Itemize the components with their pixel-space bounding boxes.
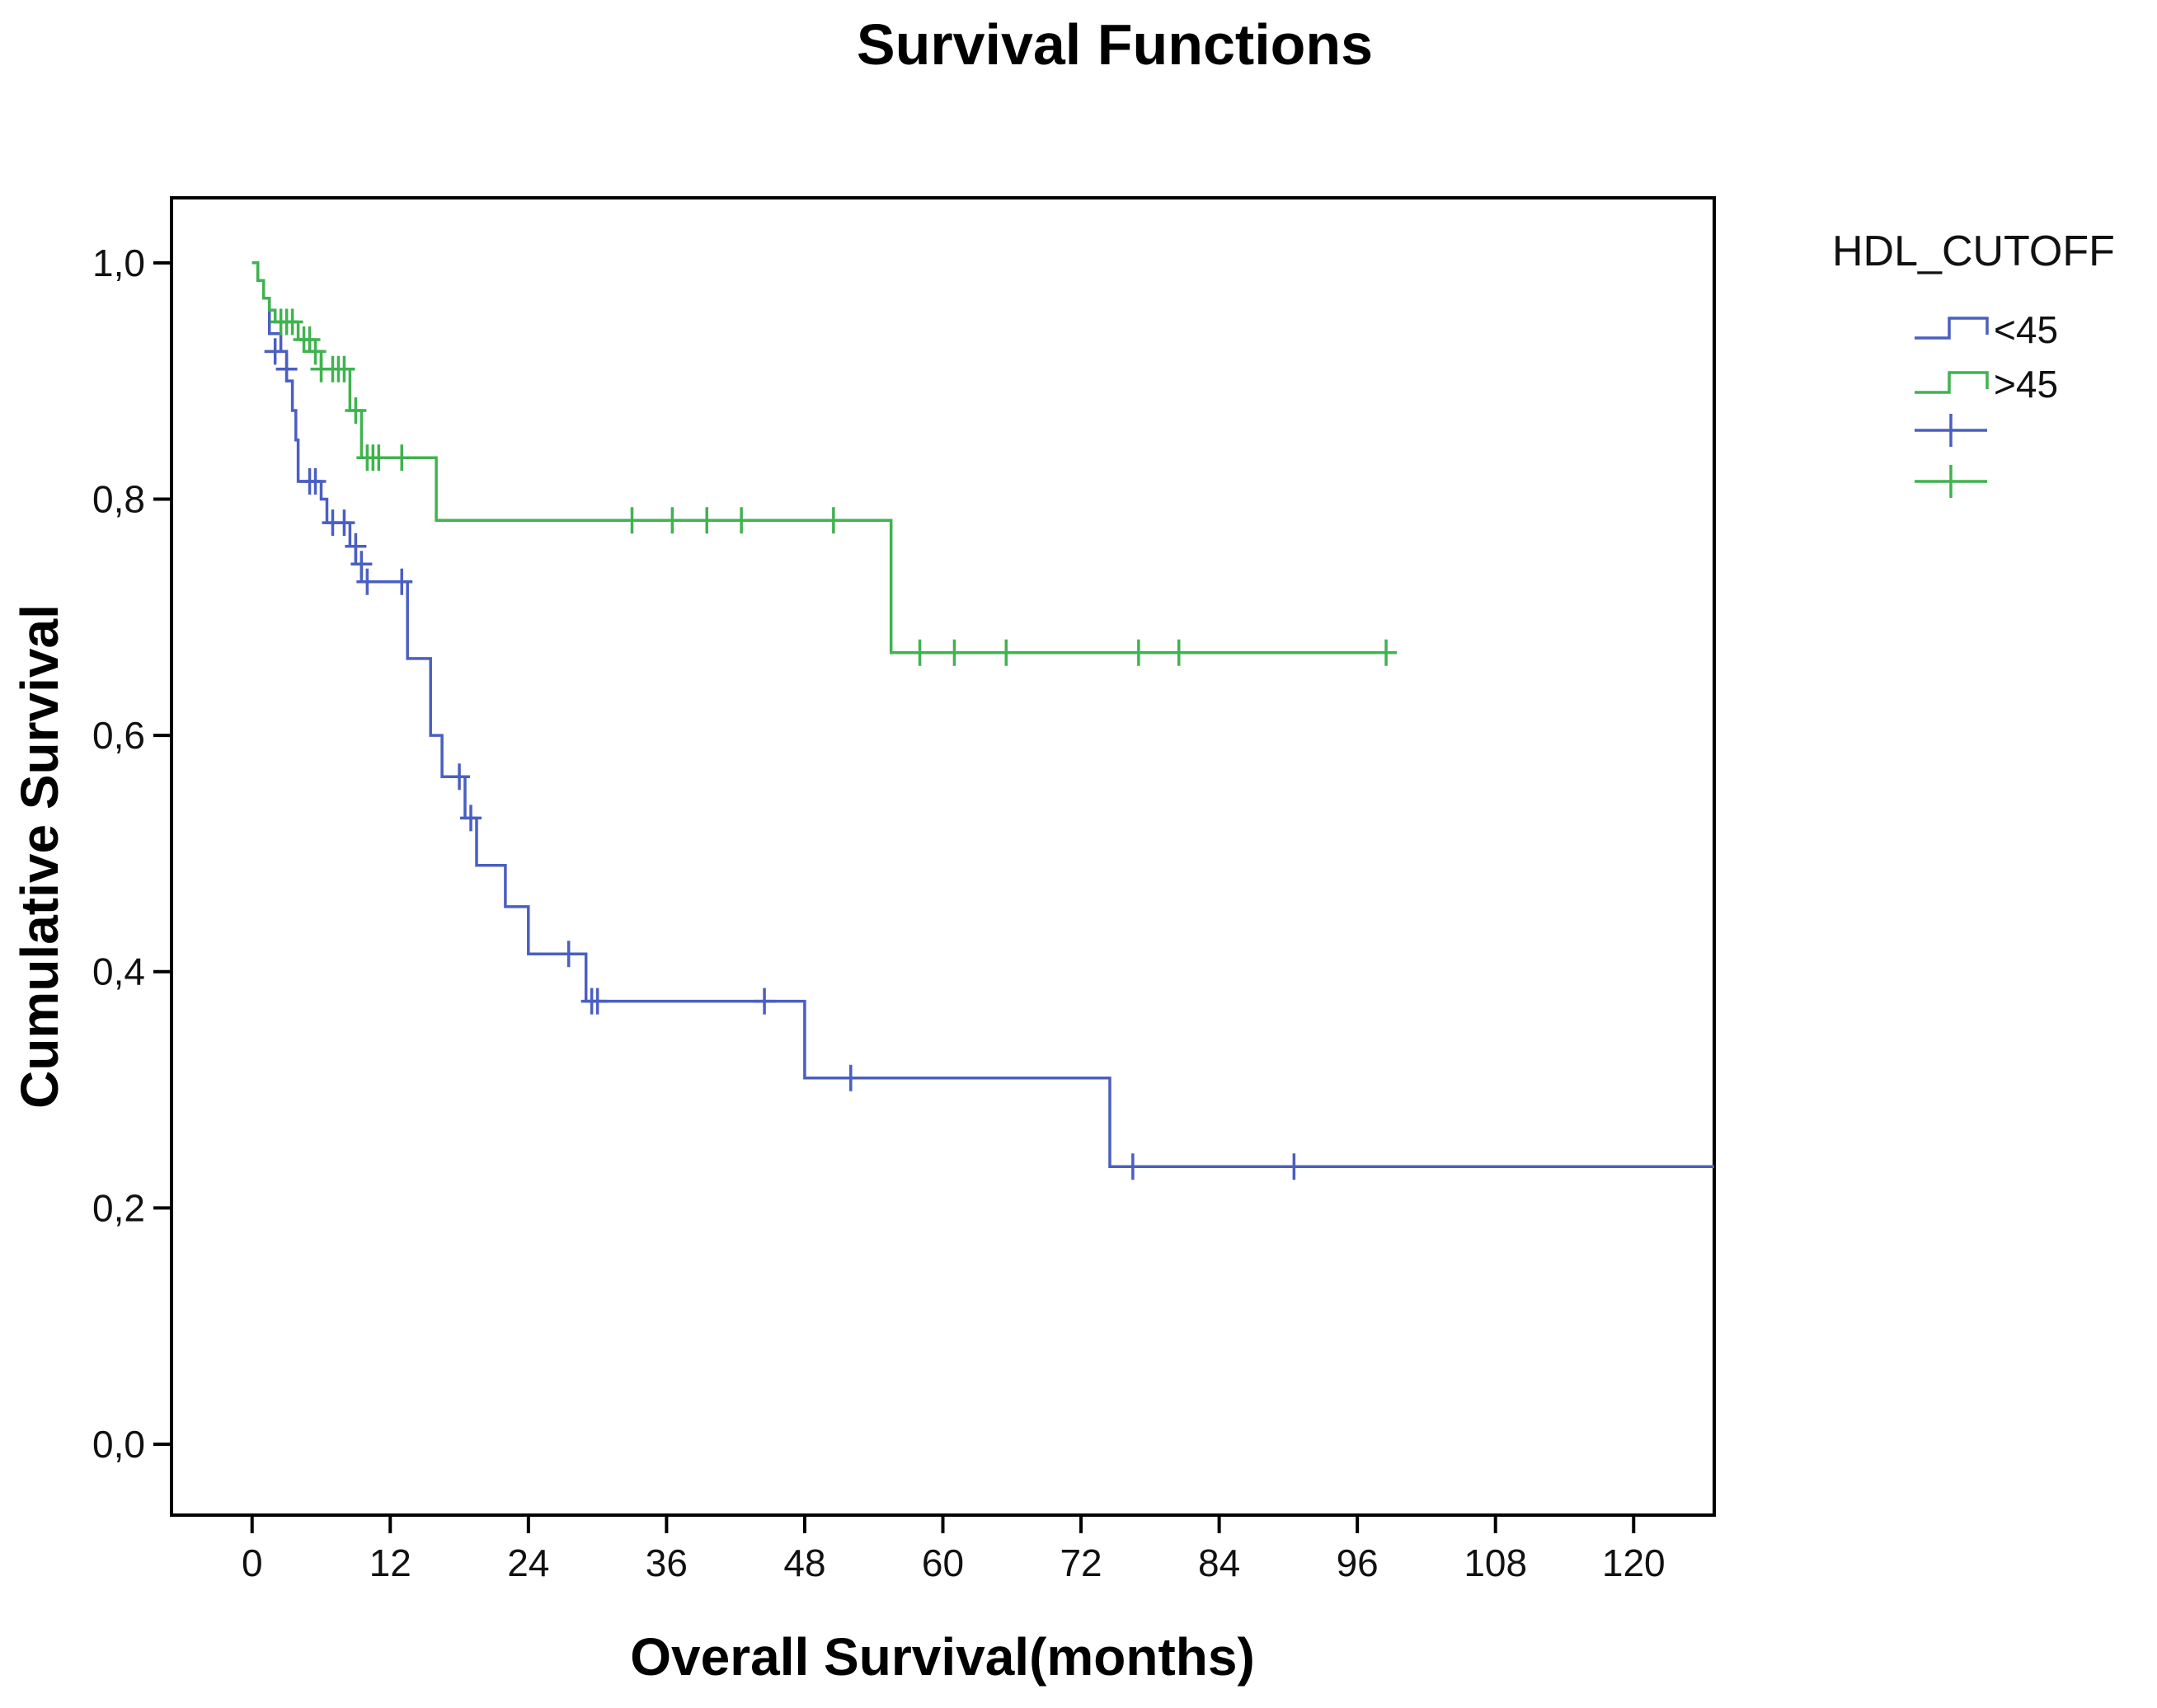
- legend-swatch-2: [1915, 371, 1989, 394]
- censor-mark: [1283, 1153, 1305, 1180]
- x-tick-label: 108: [1464, 1541, 1527, 1584]
- y-axis-label: Cumulative Survival: [10, 604, 69, 1109]
- x-tick-label: 0: [242, 1541, 263, 1584]
- censor-mark: [822, 507, 844, 534]
- censor-mark: [350, 551, 373, 578]
- censor-mark: [264, 338, 286, 365]
- censor-mark: [460, 805, 482, 832]
- legend-swatch-1: [1915, 317, 1989, 340]
- censor-mark: [368, 444, 390, 472]
- censor-mark: [1127, 639, 1149, 666]
- legend-title: HDL_CUTOFF: [1832, 228, 2115, 275]
- x-tick-label: 24: [507, 1541, 549, 1584]
- x-tick-label: 48: [783, 1541, 825, 1584]
- censor-mark: [449, 763, 471, 791]
- censor-mark: [281, 308, 303, 336]
- censor-mark: [345, 533, 367, 560]
- censor-mark: [391, 444, 413, 472]
- censor-mark: [995, 639, 1017, 666]
- censor-mark: [943, 639, 966, 666]
- y-tick-label: 1,0: [92, 242, 145, 284]
- censor-mark: [391, 568, 413, 595]
- x-tick-label: 96: [1337, 1541, 1379, 1584]
- y-tick-label: 0,6: [92, 714, 145, 757]
- series-layer: [251, 261, 1714, 1180]
- censor-mark: [754, 988, 776, 1015]
- y-tick-label: 0,4: [92, 950, 145, 993]
- legend-censor-swatch-4: [1915, 465, 1987, 498]
- x-tick-label: 72: [1060, 1541, 1102, 1584]
- censor-mark: [557, 941, 580, 968]
- legend-censor-swatch-3: [1915, 414, 1987, 447]
- plot-frame: [170, 196, 1716, 1517]
- censor-mark: [621, 507, 643, 534]
- x-axis-label: Overall Survival(months): [630, 1627, 1255, 1687]
- x-tick-label: 12: [369, 1541, 411, 1584]
- y-tick-label: 0,8: [92, 477, 145, 520]
- y-tick-label: 0,0: [92, 1423, 145, 1466]
- censor-mark: [661, 507, 684, 534]
- censor-mark: [1375, 639, 1398, 666]
- censor-mark: [304, 338, 327, 365]
- legend-label-2: >45: [1994, 363, 2058, 406]
- chart-title: Survival Functions: [857, 12, 1373, 77]
- censor-mark: [345, 396, 367, 424]
- legend-label-1: <45: [1994, 308, 2058, 351]
- y-tick-label: 0,2: [92, 1186, 145, 1229]
- series-line-1: [251, 261, 1714, 1168]
- censor-mark: [696, 507, 718, 534]
- legend: HDL_CUTOFF <45 >45: [1832, 228, 2115, 498]
- x-tick-label: 60: [922, 1541, 964, 1584]
- censor-mark: [731, 507, 753, 534]
- censor-mark: [298, 326, 321, 353]
- censor-mark: [1168, 639, 1190, 666]
- censor-mark: [909, 639, 931, 666]
- censor-mark: [356, 568, 378, 595]
- x-tick-label: 36: [646, 1541, 688, 1584]
- censor-mark: [333, 355, 355, 382]
- censor-mark: [333, 509, 355, 537]
- x-tick-label: 84: [1198, 1541, 1240, 1584]
- series-line-2: [251, 261, 1392, 655]
- censor-mark: [275, 355, 298, 382]
- censor-mark: [304, 467, 327, 495]
- censor-mark: [586, 988, 609, 1015]
- censor-mark: [839, 1064, 862, 1091]
- censor-mark: [1121, 1153, 1144, 1180]
- x-axis: 0 12 24 36 48 60 72 84 96 108 120: [242, 1515, 1666, 1584]
- y-axis: 0,0 0,2 0,4 0,6 0,8 1,0: [92, 242, 172, 1466]
- x-tick-label: 120: [1602, 1541, 1666, 1584]
